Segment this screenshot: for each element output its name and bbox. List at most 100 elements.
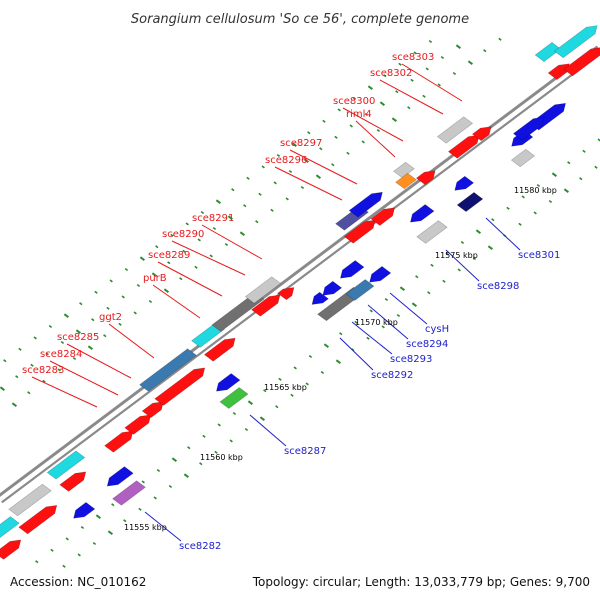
leader-line [401, 63, 463, 102]
tick-mark [411, 302, 417, 308]
tick-mark [337, 108, 341, 112]
tick-mark [273, 181, 277, 185]
forward-gene-label[interactable]: purB [143, 273, 167, 284]
tick-label: 11580 kbp [514, 186, 557, 195]
tick-mark [533, 211, 537, 215]
tick-mark [346, 151, 350, 155]
leader-line [289, 149, 358, 185]
tick-mark [217, 423, 221, 427]
tick-mark [475, 229, 481, 234]
tick-mark [430, 263, 434, 267]
tick-mark [472, 256, 477, 261]
tick-mark [320, 370, 325, 375]
tick-mark [200, 210, 205, 215]
gene-arrow [369, 266, 392, 283]
leader-line [49, 360, 119, 396]
tick-mark [413, 51, 417, 55]
forward-gene-label[interactable]: sce8291 [192, 213, 234, 224]
tick-mark [197, 238, 201, 242]
leader-line [389, 292, 428, 325]
forward-gene-label[interactable]: sce8300 [333, 96, 375, 107]
tick-mark [156, 468, 161, 473]
tick-mark [118, 322, 122, 326]
tick-mark [352, 96, 357, 101]
tick-mark [455, 44, 461, 50]
tick-mark [288, 169, 293, 174]
reverse-gene-label[interactable]: sce8292 [371, 370, 413, 381]
forward-gene-label[interactable]: sce8296 [265, 155, 307, 166]
tick-mark [92, 541, 97, 546]
leader-line [367, 304, 409, 340]
leader-line [144, 511, 182, 542]
tick-label: 11565 kbp [264, 383, 307, 392]
tick-mark [11, 402, 17, 408]
reverse-gene-label[interactable]: sce8282 [179, 541, 221, 552]
forward-gene-label[interactable]: sce8290 [162, 229, 204, 240]
tick-mark [594, 165, 598, 169]
leader-line [201, 224, 263, 260]
tick-mark [410, 78, 414, 82]
tick-mark [182, 249, 186, 253]
tick-mark [3, 359, 7, 363]
gene-arrow [18, 505, 58, 535]
tick-label: 11575 kbp [435, 251, 478, 260]
tick-mark [460, 240, 465, 245]
map-title: Sorangium cellulosum 'So ce 56', complet… [131, 12, 469, 27]
reverse-gene-label[interactable]: sce8298 [477, 281, 519, 292]
gene-arrow [348, 191, 383, 218]
tick-mark [303, 158, 309, 163]
tick-mark [366, 336, 370, 340]
leader-line [342, 107, 404, 142]
tick-mark [367, 85, 373, 90]
tick-mark [457, 268, 461, 272]
tick-mark [227, 215, 233, 220]
gene-arrow [393, 161, 415, 179]
tick-mark [427, 291, 431, 295]
reverse-gene-label[interactable]: sce8293 [390, 354, 432, 365]
accession-text: Accession: NC_010162 [10, 575, 146, 589]
tick-mark [349, 124, 353, 128]
forward-gene-label[interactable]: sce8297 [280, 138, 322, 149]
tick-mark [521, 195, 525, 199]
forward-gene-label[interactable]: sce8302 [370, 68, 412, 79]
leader-line [31, 376, 98, 408]
forward-gene-label[interactable]: sce8285 [57, 332, 99, 343]
tick-label: 11560 kbp [200, 453, 243, 462]
tick-mark [399, 286, 405, 292]
gene-arrow [203, 337, 236, 362]
gene-arrow [553, 25, 598, 59]
forward-gene-label[interactable]: ggt2 [99, 312, 122, 323]
gene-arrow [447, 134, 480, 159]
gene-arrow [395, 172, 417, 190]
forward-gene-label[interactable]: riml4 [346, 109, 372, 120]
tick-mark [415, 275, 419, 279]
tick-mark [138, 507, 142, 511]
leader-line [485, 217, 521, 251]
gene-arrow [0, 516, 20, 538]
tick-mark [322, 119, 326, 123]
forward-gene-label[interactable]: sce8303 [392, 52, 434, 63]
reverse-gene-label[interactable]: sce8287 [284, 446, 326, 457]
reverse-gene-label[interactable]: cysH [425, 324, 449, 335]
tick-mark [247, 400, 253, 406]
tick-mark [300, 185, 305, 190]
tick-mark [536, 183, 541, 188]
tick-mark [139, 256, 145, 262]
tick-mark [194, 265, 198, 269]
forward-gene-label[interactable]: sce8283 [22, 365, 64, 376]
gene-arrow [216, 373, 241, 392]
tick-mark [428, 39, 433, 44]
tick-mark [33, 336, 37, 340]
tick-mark [123, 519, 127, 523]
forward-gene-label[interactable]: sce8284 [40, 349, 82, 360]
reverse-gene-label[interactable]: sce8301 [518, 250, 560, 261]
gene-arrow [340, 260, 365, 279]
tick-mark [290, 393, 294, 397]
tick-mark [255, 220, 259, 224]
reverse-gene-label[interactable]: sce8294 [406, 339, 448, 350]
tick-mark [103, 334, 107, 338]
forward-gene-label[interactable]: sce8289 [148, 250, 190, 261]
tick-mark [498, 37, 502, 41]
tick-mark [168, 484, 173, 489]
